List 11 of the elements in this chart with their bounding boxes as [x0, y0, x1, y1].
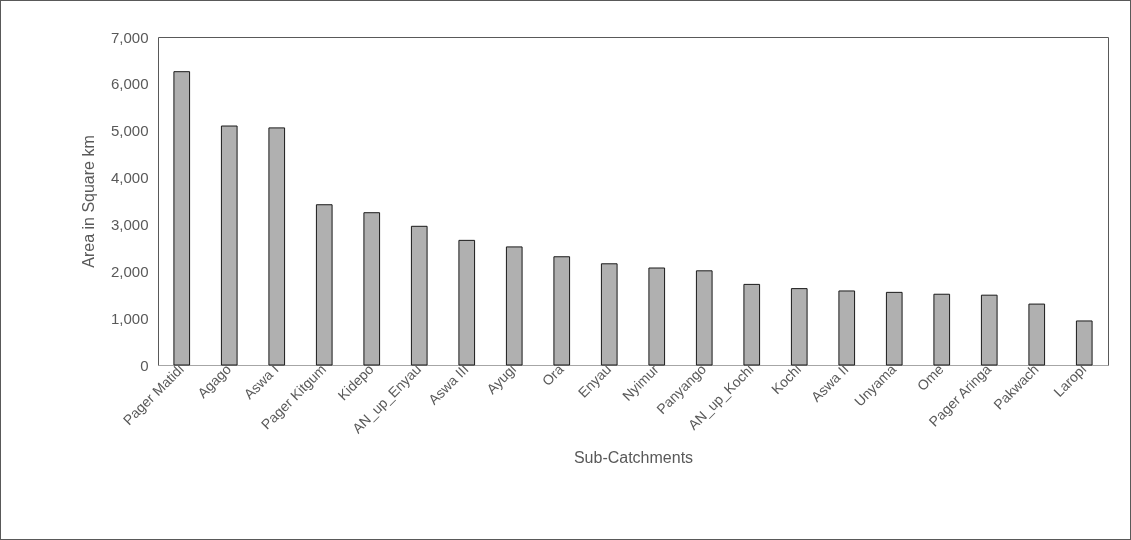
- y-tick-label: 2,000: [110, 262, 149, 280]
- y-tick-label: 7,000: [110, 28, 149, 46]
- y-tick-label: 1,000: [110, 309, 149, 327]
- y-tick-label: 3,000: [110, 215, 149, 233]
- x-tick-label: Ora: [538, 360, 567, 389]
- y-axis-title: Area in Square km: [79, 135, 97, 268]
- x-axis-title: Sub-Catchments: [573, 449, 694, 467]
- y-tick-label: 0: [140, 356, 149, 374]
- y-tick-label: 5,000: [110, 122, 149, 140]
- y-tick-label: 4,000: [110, 169, 149, 187]
- y-tick-label: 6,000: [110, 75, 149, 93]
